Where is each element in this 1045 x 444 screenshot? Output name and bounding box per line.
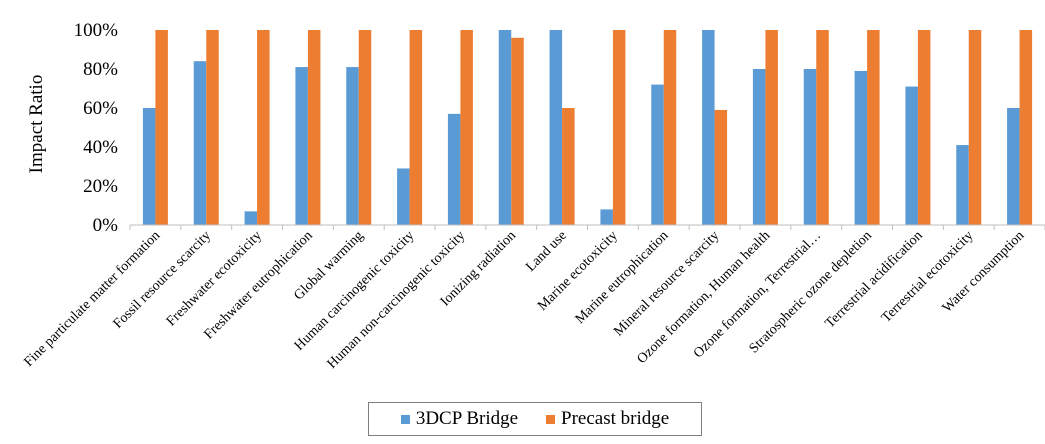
bar-3dcp xyxy=(702,30,715,225)
legend-swatch-precast xyxy=(546,414,556,424)
bar-precast xyxy=(867,30,880,225)
bar-3dcp xyxy=(854,70,868,225)
bar-3dcp xyxy=(142,108,156,225)
bar-3dcp xyxy=(956,145,969,225)
bar-3dcp xyxy=(905,86,918,225)
bar-3dcp xyxy=(803,69,817,225)
bar-precast xyxy=(307,30,321,225)
bar-precast xyxy=(968,30,982,225)
y-axis-label: Impact Ratio xyxy=(26,75,47,174)
bar-precast xyxy=(562,108,575,225)
legend-label-3dcp: 3DCP Bridge xyxy=(415,408,519,429)
bar-3dcp xyxy=(193,61,207,226)
bar-precast xyxy=(612,30,626,225)
x-category-label: Marine eutrophication xyxy=(573,228,672,327)
y-tick-label: 40% xyxy=(83,137,118,158)
bar-3dcp xyxy=(447,113,461,225)
x-category-label: Terrestrial ecotoxicity xyxy=(879,228,977,326)
bar-3dcp xyxy=(752,69,766,225)
x-axis-labels: Fine particulate matter formationFossil … xyxy=(22,228,1028,372)
x-category-label: Terrestrial acidification xyxy=(823,228,926,331)
y-tick-label: 0% xyxy=(93,215,119,236)
legend-item-3dcp: 3DCP Bridge xyxy=(400,408,519,430)
bar-3dcp xyxy=(346,67,359,225)
bars xyxy=(142,30,1033,226)
y-tick-label: 80% xyxy=(83,59,118,80)
bar-3dcp xyxy=(1007,108,1020,225)
bar-3dcp xyxy=(498,30,512,225)
legend-swatch-3dcp xyxy=(400,414,410,424)
legend-item-precast: Precast bridge xyxy=(546,408,669,430)
y-axis-ticks: 0% 20% 40% 60% 80% 100% xyxy=(74,20,119,236)
legend-label-precast: Precast bridge xyxy=(561,408,670,429)
bar-precast xyxy=(409,30,423,225)
bar-3dcp xyxy=(244,211,258,225)
bar-precast xyxy=(765,30,778,225)
bar-precast xyxy=(1019,30,1033,225)
bar-precast xyxy=(917,30,931,225)
bar-precast xyxy=(206,30,219,225)
x-category-label: Land use xyxy=(523,228,570,275)
bar-precast xyxy=(663,30,677,225)
x-category-label: Freshwater ecotoxicity xyxy=(164,228,265,329)
bar-precast xyxy=(714,109,728,225)
legend: 3DCP Bridge Precast bridge xyxy=(368,402,702,436)
bar-3dcp xyxy=(549,30,563,225)
y-tick-label: 100% xyxy=(74,20,119,41)
bar-3dcp xyxy=(600,209,613,225)
bar-precast xyxy=(816,30,829,225)
bar-precast xyxy=(460,30,473,225)
bar-precast xyxy=(511,37,524,225)
y-tick-label: 20% xyxy=(83,176,118,197)
bar-3dcp xyxy=(397,168,410,225)
bar-3dcp xyxy=(295,67,308,225)
x-category-label: Fossil resource scarcity xyxy=(111,228,215,332)
bar-precast xyxy=(155,30,168,225)
y-tick-label: 60% xyxy=(83,98,118,119)
bar-3dcp xyxy=(651,84,664,225)
x-axis-ticks xyxy=(129,225,1045,230)
bar-precast xyxy=(358,30,372,225)
bar-precast xyxy=(257,30,270,225)
